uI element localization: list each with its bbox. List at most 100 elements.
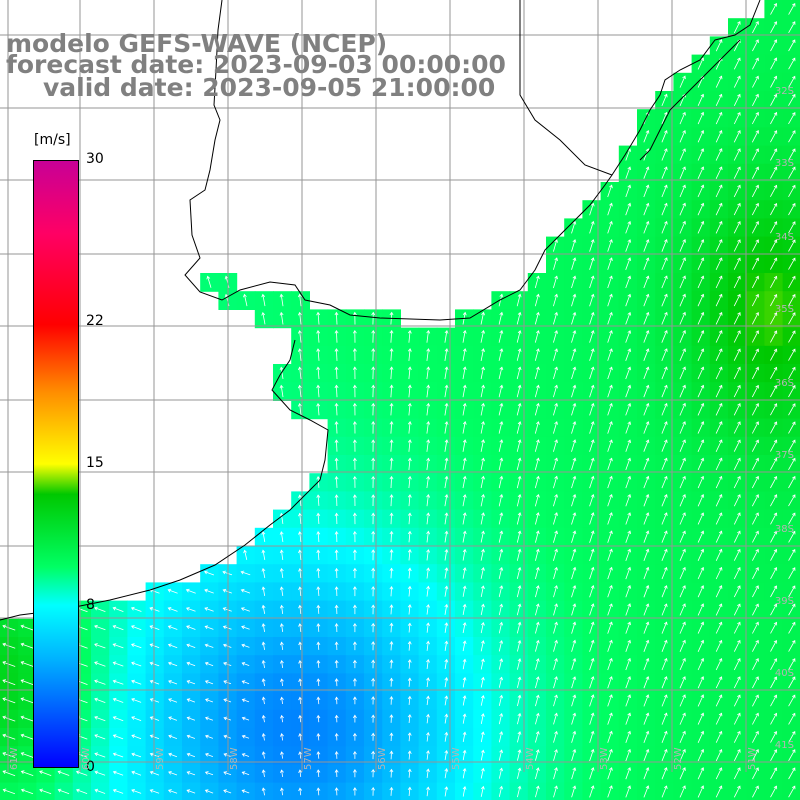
wind-arrow (589, 749, 594, 762)
wind-arrow-head (481, 493, 485, 498)
wind-arrow-head (426, 658, 430, 663)
wind-arrow-head (407, 786, 412, 791)
wind-arrow (589, 694, 594, 707)
wind-arrow (643, 257, 649, 270)
wind-arrow-head (94, 734, 98, 738)
wind-arrow-head (572, 220, 577, 225)
wind-arrow-head (223, 753, 228, 757)
wind-arrow (697, 531, 704, 543)
wind-arrow-head (444, 695, 449, 700)
wind-arrow-head (664, 311, 668, 316)
wind-arrow (643, 294, 649, 307)
wind-arrow (589, 530, 594, 543)
wind-arrow-head (444, 457, 449, 462)
field-cell (728, 254, 747, 274)
wind-arrow-head (316, 678, 321, 682)
wind-arrow (607, 512, 613, 525)
wind-arrow-head (279, 604, 284, 609)
wind-arrow-head (444, 786, 449, 790)
wind-arrow (131, 662, 142, 667)
wind-arrow-head (112, 734, 117, 738)
wind-arrow (770, 148, 777, 161)
wind-arrow-head (371, 329, 376, 334)
field-cell (764, 746, 784, 765)
wind-arrow (535, 767, 539, 780)
wind-arrow (480, 367, 484, 380)
longitude-label: 59W (155, 747, 166, 770)
field-cell (764, 382, 784, 401)
wind-arrow (715, 348, 723, 361)
wind-arrow-head (298, 733, 303, 737)
wind-arrow (571, 403, 576, 416)
wind-arrow-head (755, 457, 759, 462)
wind-arrow (607, 713, 613, 725)
wind-arrow (697, 348, 704, 361)
wind-arrow (697, 166, 704, 179)
wind-arrow-head (755, 530, 759, 535)
field-cell (746, 36, 765, 56)
wind-arrow (187, 717, 196, 721)
wind-arrow-head (572, 239, 577, 243)
wind-arrow (498, 640, 503, 652)
wind-arrow (733, 166, 741, 179)
wind-arrow-head (444, 768, 449, 772)
wind-arrow (715, 203, 723, 216)
wind-arrow (498, 786, 503, 797)
wind-arrow-head (426, 366, 431, 370)
wind-arrow (770, 549, 777, 561)
wind-arrow-head (554, 585, 558, 589)
wind-arrow-head (261, 769, 266, 774)
wind-arrow-head (664, 220, 668, 225)
wind-arrow (751, 276, 759, 289)
wind-arrow (661, 713, 667, 725)
wind-arrow (150, 771, 160, 776)
wind-arrow (607, 403, 613, 416)
wind-arrow-head (773, 348, 778, 353)
wind-arrow-head (444, 402, 449, 407)
wind-arrow-head (718, 585, 723, 589)
wind-arrow-head (700, 512, 705, 516)
wind-arrow (186, 644, 196, 648)
wind-arrow-head (481, 676, 485, 681)
wind-arrow (480, 531, 484, 543)
wind-arrow (788, 713, 796, 725)
wind-arrow-head (645, 748, 650, 753)
wind-arrow (299, 385, 302, 398)
wind-arrow-head (572, 384, 577, 389)
wind-arrow-head (627, 494, 632, 498)
wind-arrow-head (773, 75, 778, 80)
wind-arrow-head (517, 621, 522, 626)
wind-arrow (58, 789, 70, 795)
wind-arrow-head (499, 621, 504, 626)
wind-arrow-head (517, 512, 522, 516)
wind-arrow-head (149, 679, 154, 684)
wind-arrow-head (663, 730, 668, 735)
wind-arrow (480, 458, 484, 470)
wind-arrow-head (554, 621, 558, 626)
wind-arrow (788, 276, 796, 288)
wind-arrow-head (536, 384, 540, 389)
wind-arrow-head (352, 348, 357, 352)
field-cell (746, 91, 765, 110)
wind-arrow-head (297, 366, 302, 371)
wind-arrow-head (627, 694, 631, 698)
wind-arrow-head (2, 661, 6, 665)
wind-arrow-head (627, 184, 632, 189)
wind-arrow (2, 679, 16, 686)
wind-arrow-head (444, 567, 449, 571)
wind-arrow (462, 677, 466, 688)
wind-arrow-head (517, 421, 522, 425)
wind-arrow-head (755, 202, 759, 207)
wind-arrow-head (535, 731, 540, 735)
wind-arrow-head (462, 421, 467, 425)
field-cell (709, 655, 729, 674)
wind-arrow (480, 586, 484, 597)
wind-arrow (697, 276, 704, 289)
wind-arrow-head (737, 439, 741, 444)
wind-arrow-head (334, 659, 339, 664)
wind-arrow-head (2, 642, 6, 647)
wind-arrow-head (792, 694, 796, 699)
wind-arrow (715, 749, 722, 762)
field-cell (728, 746, 747, 765)
wind-arrow (752, 749, 759, 762)
